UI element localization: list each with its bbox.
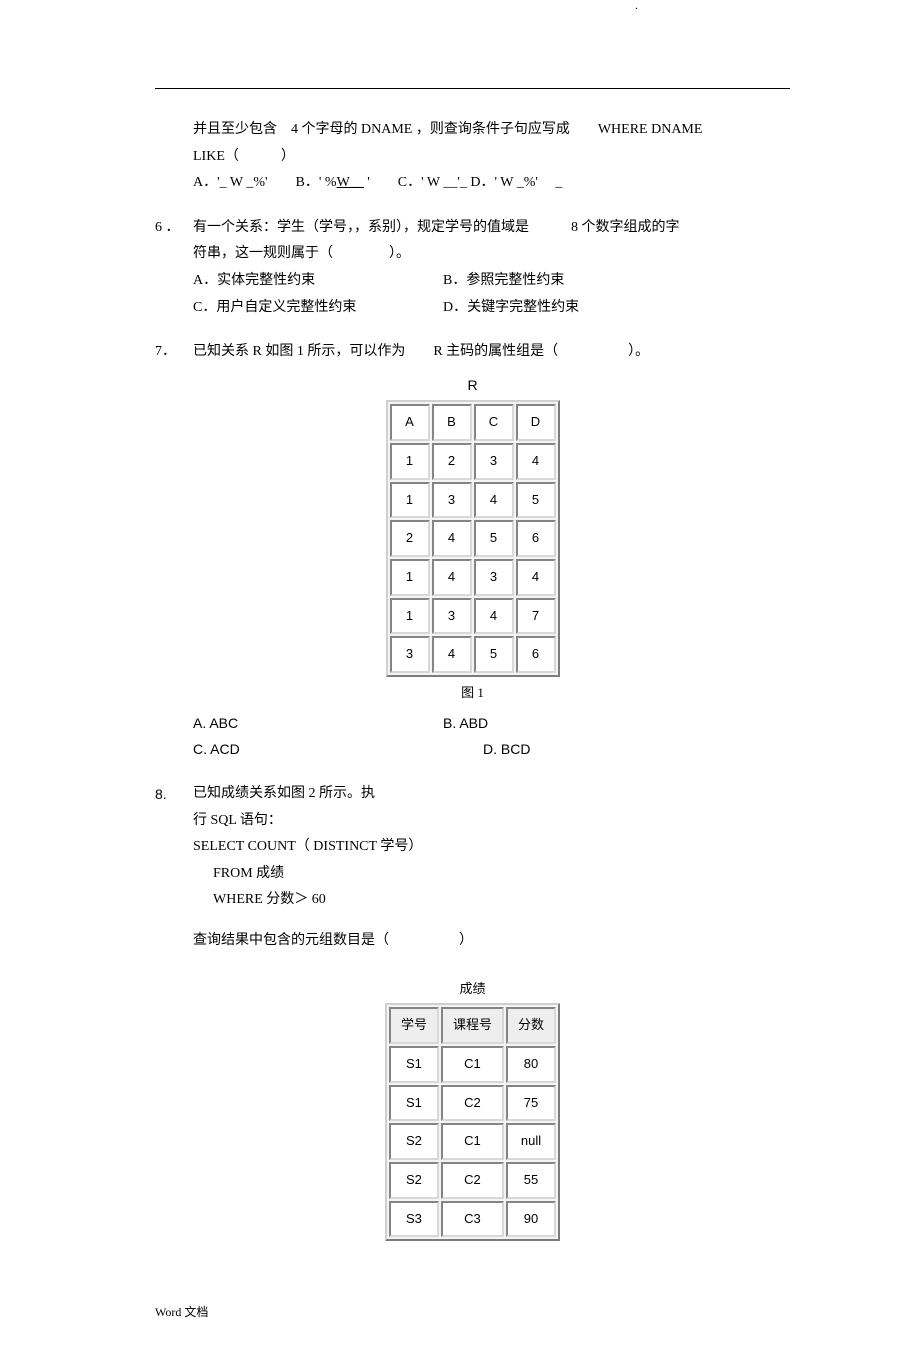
figure-1-label: 图 1 (461, 681, 484, 706)
table-row: 1345 (390, 482, 556, 519)
question-7: 7． 已知关系 R 如图 1 所示，可以作为 R 主码的属性组是（ ）。 R A… (155, 339, 790, 763)
table-row: S1C275 (389, 1085, 556, 1122)
document-body: 并且至少包含 4 个字母的 DNAME ，则查询条件子句应写成 WHERE DN… (155, 117, 790, 1324)
footer-text: Word 文档 (155, 1301, 790, 1324)
question-6: 6 ． 有一个关系：学生（学号，，系别），规定学号的值域是 8 个数字组成的字 … (155, 215, 790, 321)
q8-sql3: WHERE 分数＞ 60 (193, 887, 790, 914)
table-row: 1434 (390, 559, 556, 596)
table-header: 课程号 (441, 1007, 504, 1044)
q6-optD: D．关键字完整性约束 (443, 295, 579, 322)
q7-number: 7． (155, 339, 193, 366)
table-row: S3C390 (389, 1201, 556, 1238)
table-header: B (432, 404, 472, 441)
q8-line2: 行 SQL 语句： (193, 808, 790, 835)
table-row: 学号 课程号 分数 (389, 1007, 556, 1044)
q8-result: 查询结果中包含的元组数目是（ ） (193, 928, 790, 955)
q7-optA: A. ABC (193, 710, 443, 737)
table-row: S1C180 (389, 1046, 556, 1083)
table-row: 2456 (390, 520, 556, 557)
table-header: C (474, 404, 514, 441)
table-r-caption: R (467, 372, 477, 399)
table-row: S2C255 (389, 1162, 556, 1199)
table-row: A B C D (390, 404, 556, 441)
table-header: A (390, 404, 430, 441)
q8-number: 8. (155, 781, 193, 955)
question-5-continuation: 并且至少包含 4 个字母的 DNAME ，则查询条件子句应写成 WHERE DN… (155, 117, 790, 197)
q6-optA: A．实体完整性约束 (193, 268, 443, 295)
table-row: 1347 (390, 598, 556, 635)
q8-sql2: FROM 成绩 (193, 861, 790, 888)
q5-options: A．'_ W _%' B．' %W__ ' C．' W __'_ D．' W _… (193, 170, 790, 197)
table-row: 1234 (390, 443, 556, 480)
top-rule (155, 88, 790, 89)
q8-sql1: SELECT COUNT（ DISTINCT 学号） (193, 834, 790, 861)
table-score: 学号 课程号 分数 S1C180 S1C275 S2C1null S2C255 … (385, 1003, 560, 1241)
q6-text1: 有一个关系：学生（学号，，系别），规定学号的值域是 8 个数字组成的字 (193, 215, 790, 242)
q6-optB: B．参照完整性约束 (443, 268, 564, 295)
table-r: A B C D 1234 1345 2456 1434 1347 3456 (386, 400, 560, 677)
q7-optB: B. ABD (443, 710, 488, 737)
q8-line1: 已知成绩关系如图 2 所示。执 (193, 781, 790, 808)
q7-text: 已知关系 R 如图 1 所示，可以作为 R 主码的属性组是（ ）。 (193, 339, 790, 366)
table-header: 分数 (506, 1007, 556, 1044)
table-header: 学号 (389, 1007, 439, 1044)
q5-line1: 并且至少包含 4 个字母的 DNAME ，则查询条件子句应写成 WHERE DN… (193, 117, 790, 144)
q6-optC: C．用户自定义完整性约束 (193, 295, 443, 322)
table-header: D (516, 404, 556, 441)
table-row: S2C1null (389, 1123, 556, 1160)
question-8: 8. 已知成绩关系如图 2 所示。执 行 SQL 语句： SELECT COUN… (155, 781, 790, 1241)
q7-optD: D. BCD (443, 736, 530, 763)
q7-optC: C. ACD (193, 736, 443, 763)
q5-line2: LIKE（ ） (193, 144, 790, 171)
table-score-caption: 成绩 (459, 977, 485, 1002)
q6-text2: 符串，这一规则属于（ ）。 (193, 241, 790, 268)
q6-number: 6 ． (155, 215, 193, 321)
table-row: 3456 (390, 636, 556, 673)
